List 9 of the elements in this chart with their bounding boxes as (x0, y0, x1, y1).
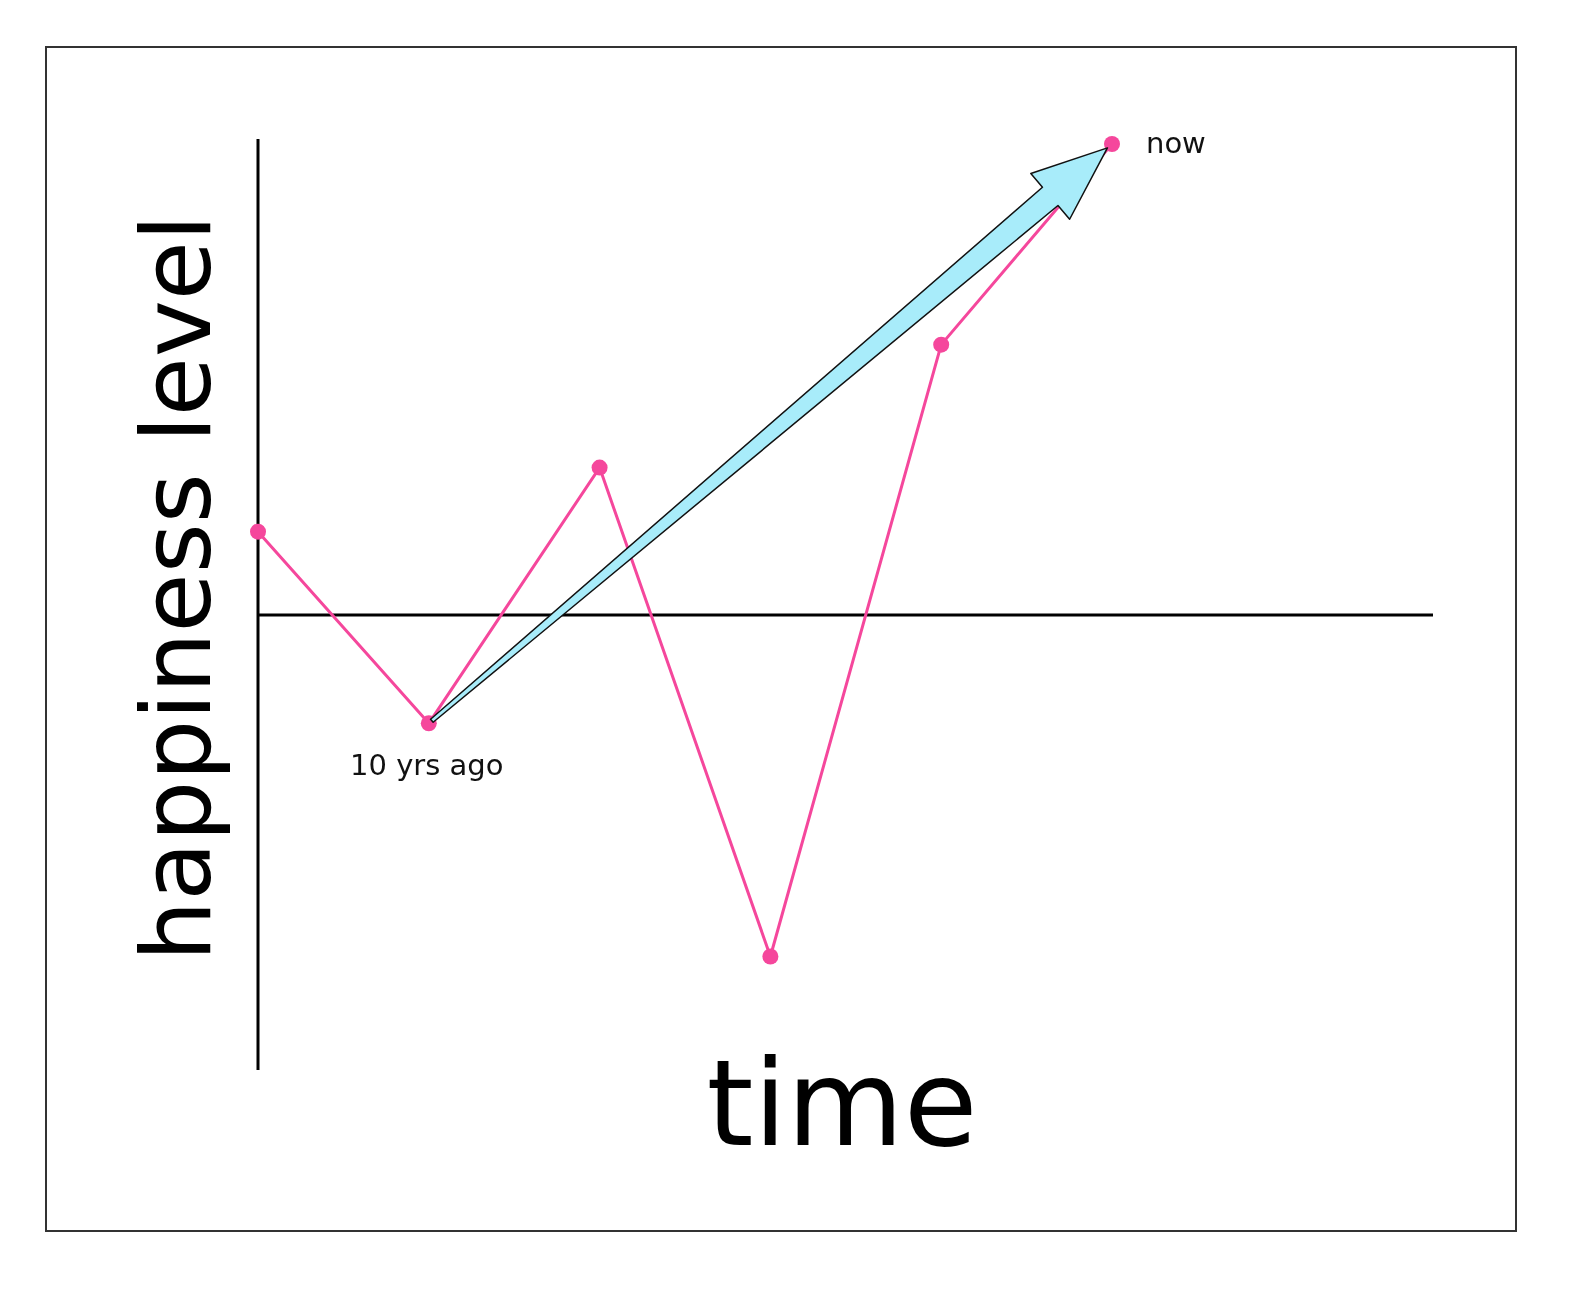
annotation: now (1146, 126, 1206, 160)
x-axis-title: time (706, 1034, 978, 1173)
point (933, 336, 950, 353)
annotation: 10 yrs ago (350, 748, 504, 783)
point (591, 459, 608, 476)
point (762, 948, 779, 965)
y-axis-title: happiness level (121, 214, 233, 962)
point (250, 523, 266, 540)
point (1104, 136, 1120, 152)
